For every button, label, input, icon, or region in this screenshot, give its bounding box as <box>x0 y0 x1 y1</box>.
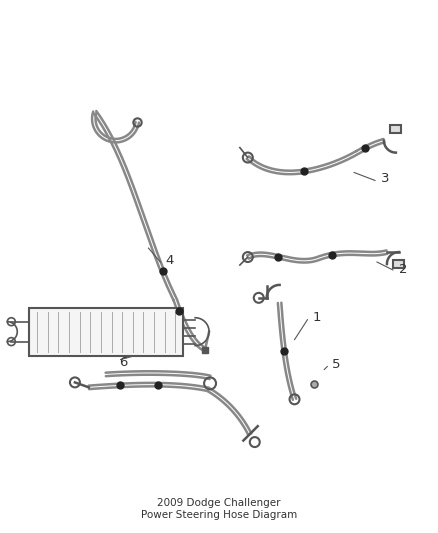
Bar <box>390 125 401 133</box>
Text: 3: 3 <box>381 172 389 185</box>
Text: 1: 1 <box>312 311 321 324</box>
Bar <box>29 308 183 356</box>
Text: 4: 4 <box>165 254 174 266</box>
Text: 6: 6 <box>119 356 127 369</box>
Text: 2: 2 <box>399 263 407 277</box>
Text: 2009 Dodge Challenger
Power Steering Hose Diagram: 2009 Dodge Challenger Power Steering Hos… <box>141 498 297 520</box>
Bar <box>393 260 404 268</box>
Text: 5: 5 <box>332 358 341 371</box>
